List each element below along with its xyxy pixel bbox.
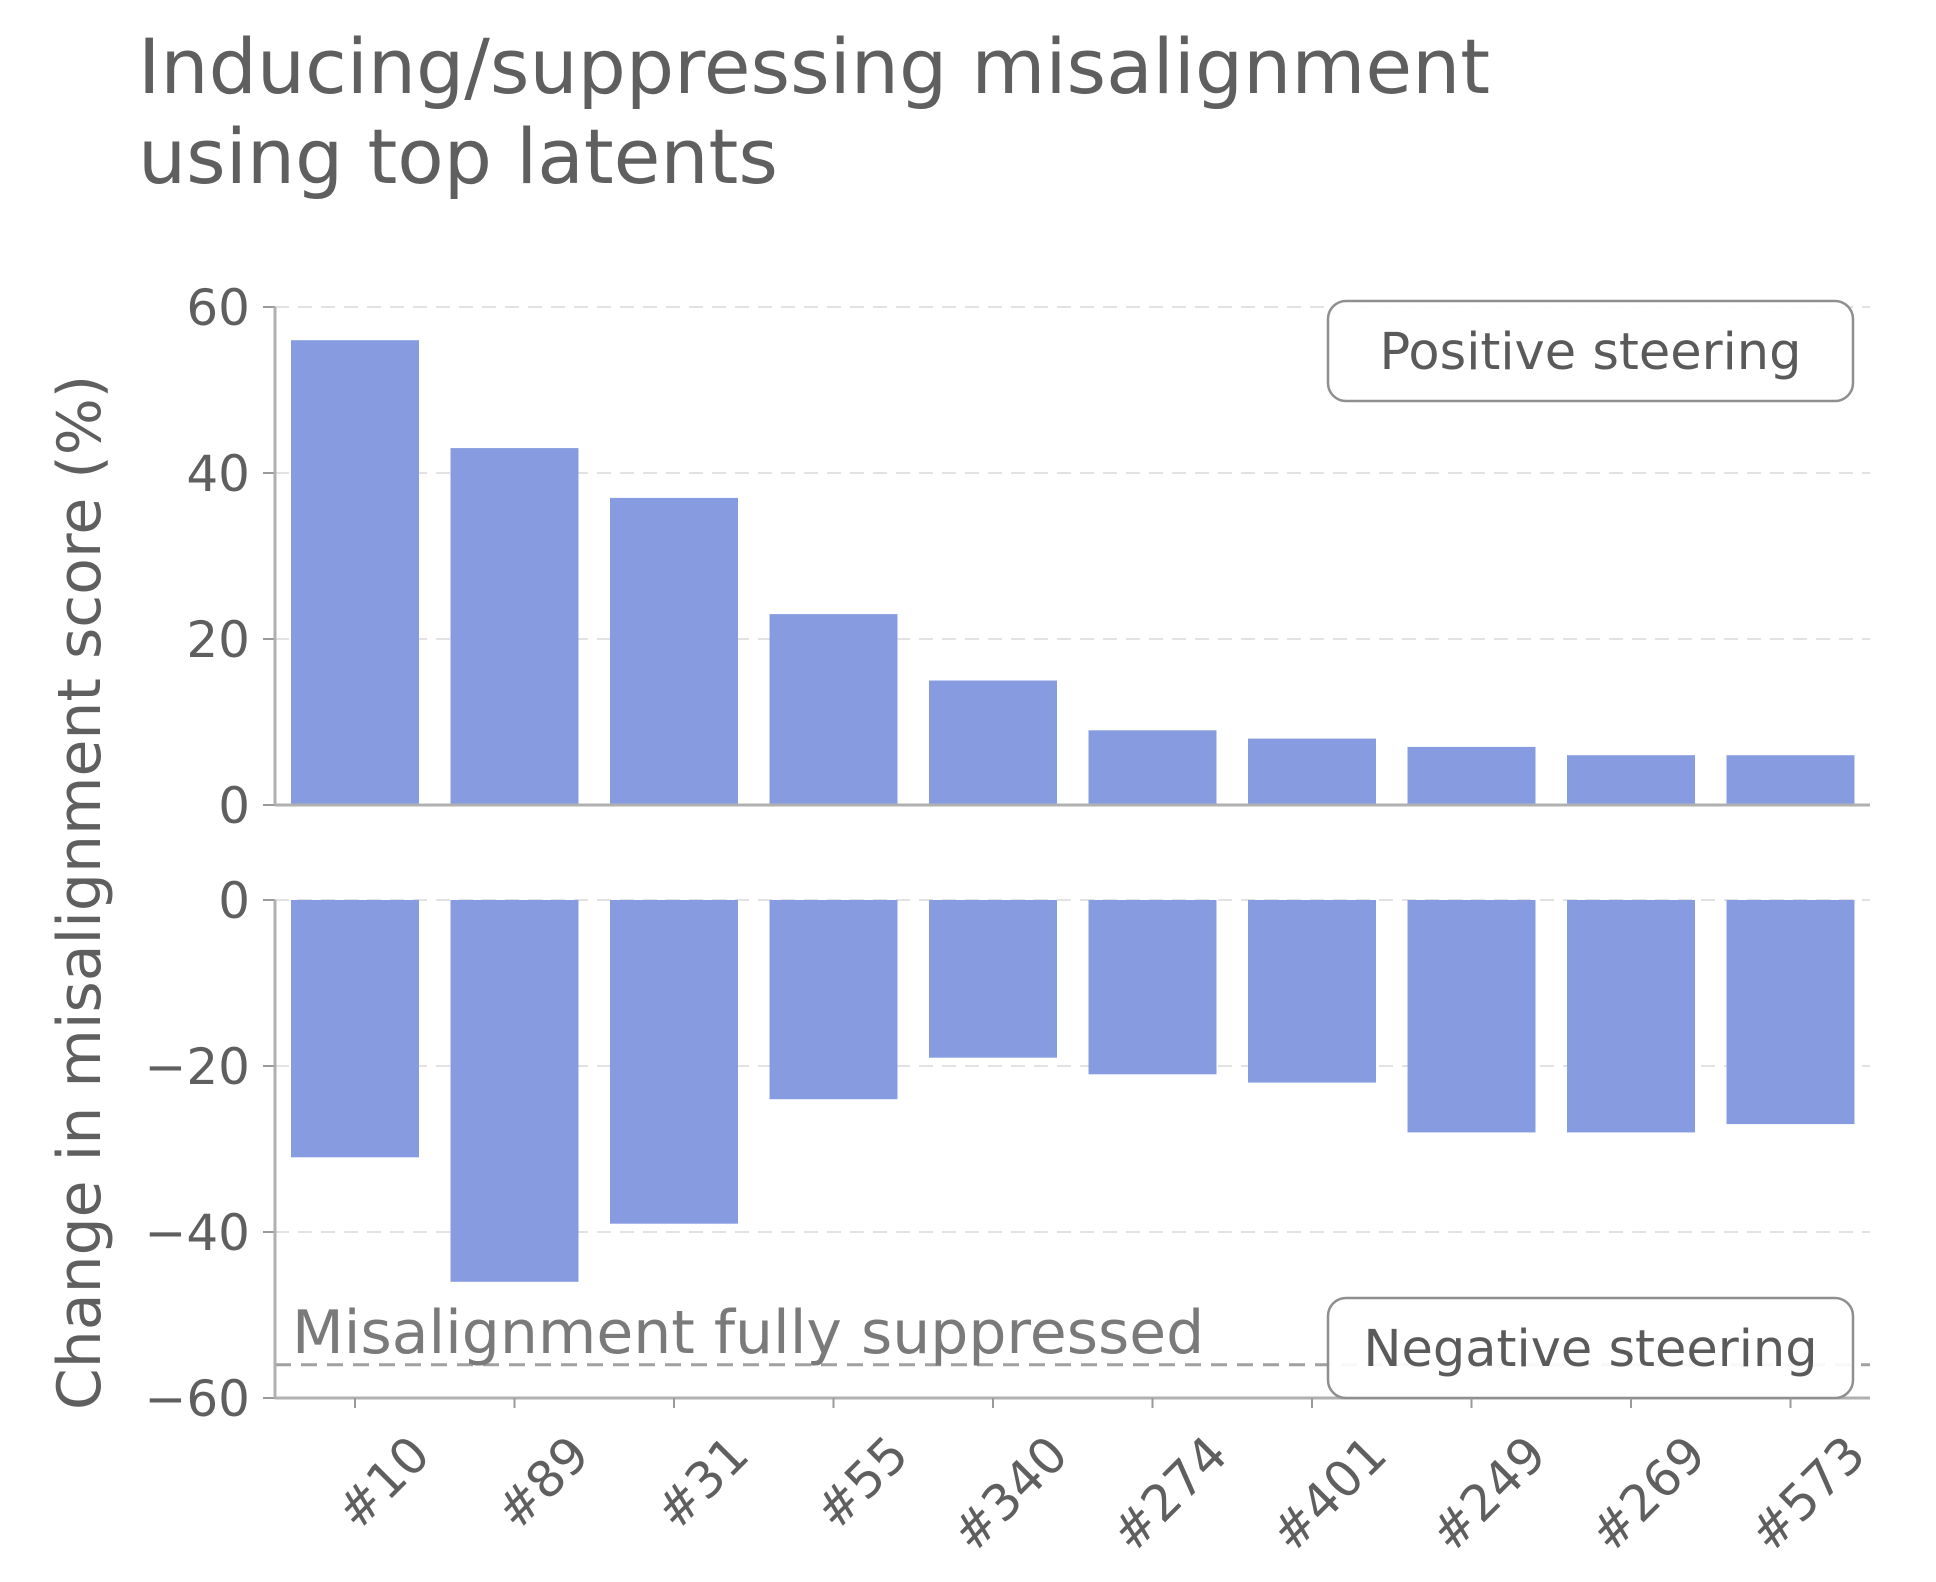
bar-negative-steering-274	[1088, 900, 1217, 1075]
x-tick-label: #274	[1100, 1425, 1238, 1563]
chart-title-line-1: Inducing/suppressing misalignment	[138, 22, 1490, 111]
bar-positive-steering-89	[450, 448, 579, 805]
x-tick-label: #10	[325, 1425, 441, 1541]
y-tick-label: 0	[218, 872, 250, 930]
bar-positive-steering-274	[1088, 730, 1217, 805]
bar-positive-steering-55	[769, 614, 898, 805]
y-tick-label: 0	[218, 777, 250, 835]
y-tick-label: 60	[186, 279, 250, 337]
x-tick-label: #340	[941, 1425, 1079, 1563]
bar-positive-steering-340	[929, 680, 1057, 805]
panel-label-box	[1326, 299, 1855, 403]
y-axis-label: Change in misalignment score (%)	[45, 375, 115, 1410]
bar-positive-steering-31	[610, 497, 738, 805]
y-tick-label: −20	[144, 1038, 250, 1096]
x-tick-label: #401	[1260, 1425, 1398, 1563]
bar-negative-steering-10	[291, 900, 419, 1158]
bar-negative-steering-401	[1248, 900, 1376, 1083]
bar-positive-steering-10	[291, 340, 419, 805]
x-tick-label: #89	[485, 1425, 601, 1541]
y-tick-label: −40	[144, 1204, 250, 1262]
panel-label-box	[1326, 1296, 1855, 1400]
y-tick-label: 40	[186, 445, 250, 503]
chart-title-line-2: using top latents	[138, 112, 778, 201]
bar-negative-steering-31	[610, 900, 738, 1224]
y-tick-label: 20	[186, 611, 250, 669]
negative-steering-panel: 0 −20 −40 −60 Misalignment fully suppressed N…	[144, 872, 1870, 1428]
bar-negative-steering-249	[1407, 900, 1536, 1133]
x-tick-label: #269	[1579, 1425, 1717, 1563]
bar-negative-steering-269	[1567, 900, 1695, 1133]
bar-negative-steering-55	[769, 900, 898, 1100]
bar-negative-steering-573	[1726, 900, 1855, 1125]
positive-steering-panel: 0 20 40 60 Positive steering	[186, 279, 1870, 835]
bar-negative-steering-89	[450, 900, 579, 1282]
x-axis-tick-labels: #10 #89 #31 #55 #340 #274 #401 #249 #269 #573	[325, 1398, 1876, 1563]
panel-label: Positive steering	[1380, 323, 1802, 382]
bar-positive-steering-249	[1407, 746, 1536, 805]
reference-line-label: Misalignment fully suppressed	[292, 1298, 1204, 1368]
y-tick-label: −60	[144, 1370, 250, 1428]
bar-positive-steering-269	[1567, 755, 1695, 805]
panel-label: Negative steering	[1363, 1320, 1817, 1379]
x-tick-label: #573	[1738, 1425, 1876, 1563]
x-tick-label: #249	[1419, 1425, 1557, 1563]
x-tick-label: #31	[644, 1425, 760, 1541]
x-tick-label: #55	[804, 1425, 920, 1541]
bar-negative-steering-340	[929, 900, 1057, 1058]
bar-positive-steering-573	[1726, 755, 1855, 805]
bar-positive-steering-401	[1248, 738, 1376, 805]
